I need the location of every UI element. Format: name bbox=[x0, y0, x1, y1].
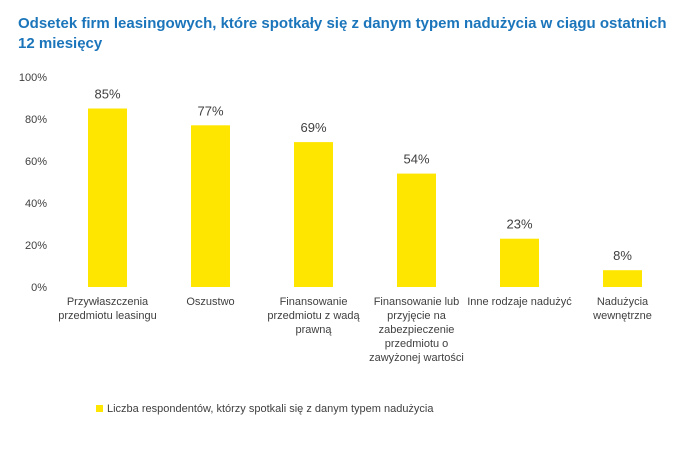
category-label: Inne rodzaje nadużyć bbox=[467, 296, 572, 308]
y-tick-label: 80% bbox=[25, 114, 47, 126]
y-axis: 0% 20% 40% 60% 80% 100% bbox=[19, 72, 47, 294]
y-tick-label: 0% bbox=[31, 282, 47, 294]
data-label: 23% bbox=[506, 217, 532, 232]
category-label: Finansowanie przedmiotu z wadą prawną bbox=[267, 296, 360, 336]
bar bbox=[191, 125, 230, 287]
data-label: 77% bbox=[197, 103, 223, 118]
bar bbox=[500, 238, 539, 287]
y-tick-label: 20% bbox=[25, 240, 47, 252]
y-tick-label: 40% bbox=[25, 198, 47, 210]
data-labels: 85% 77% 69% 54% 23% 8% bbox=[94, 87, 632, 264]
chart-title: Odsetek firm leasingowych, które spotkał… bbox=[18, 15, 667, 52]
bar bbox=[88, 108, 127, 287]
data-label: 8% bbox=[613, 248, 632, 263]
bar bbox=[397, 173, 436, 287]
category-label: Finansowanie lub przyjęcie na zabezpieczen… bbox=[369, 296, 464, 364]
legend: Liczba respondentów, którzy spotkali się… bbox=[96, 403, 434, 415]
legend-label: Liczba respondentów, którzy spotkali się… bbox=[107, 403, 434, 415]
y-tick-label: 60% bbox=[25, 156, 47, 168]
legend-swatch bbox=[96, 405, 103, 412]
data-label: 85% bbox=[94, 87, 120, 102]
category-label: Przywłaszczenia przedmiotu leasingu bbox=[58, 296, 156, 322]
data-label: 69% bbox=[300, 120, 326, 135]
y-tick-label: 100% bbox=[19, 72, 47, 84]
bars bbox=[88, 108, 642, 287]
bar bbox=[294, 142, 333, 287]
category-labels: Przywłaszczenia przedmiotu leasingu Oszust… bbox=[58, 296, 652, 364]
bar bbox=[603, 270, 642, 287]
category-label: Nadużycia wewnętrzne bbox=[592, 296, 652, 322]
data-label: 54% bbox=[403, 152, 429, 167]
category-label: Oszustwo bbox=[186, 296, 234, 308]
